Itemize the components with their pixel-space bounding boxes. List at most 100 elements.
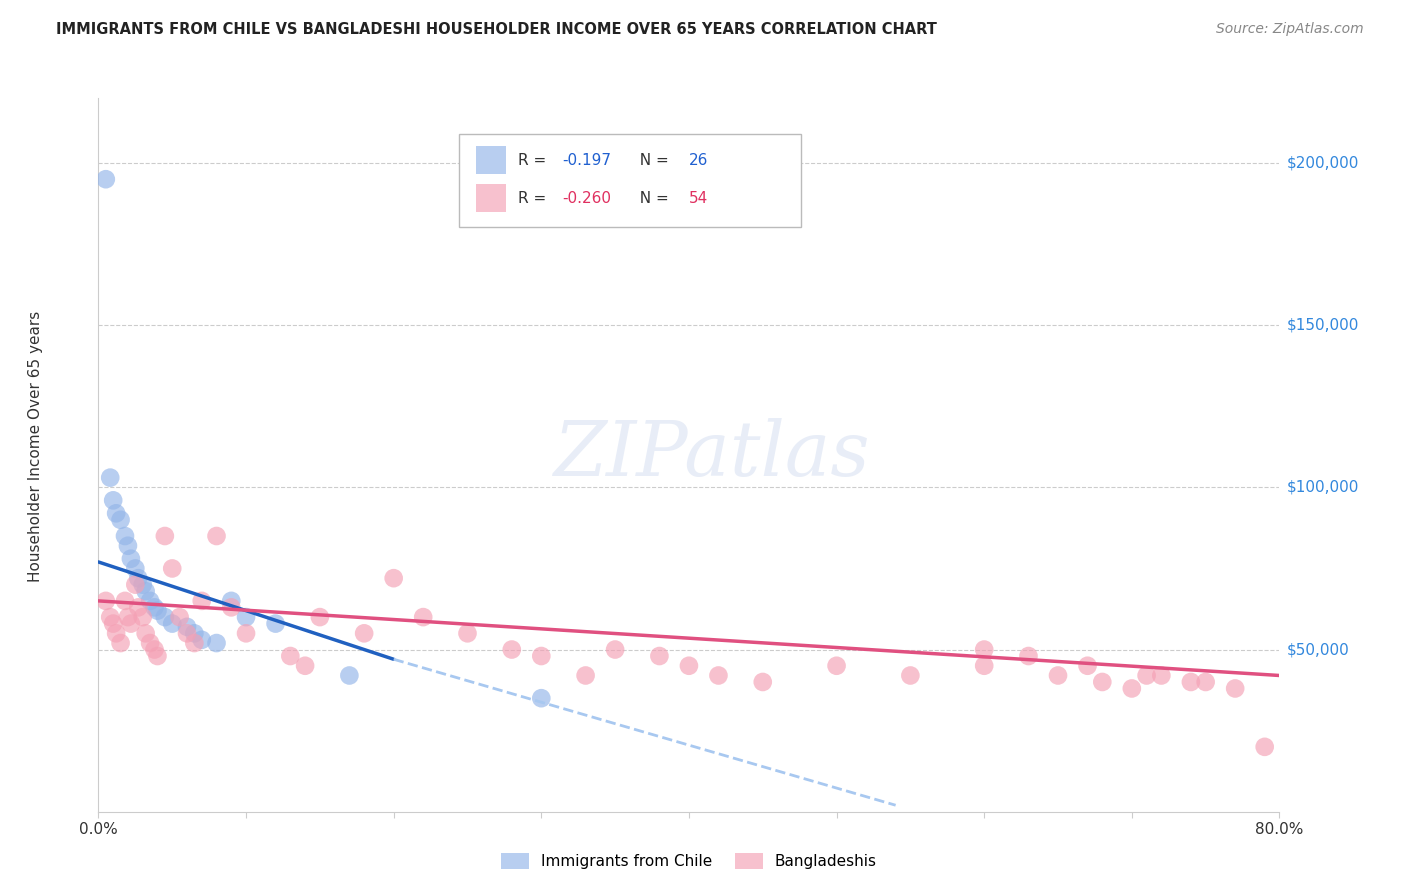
Text: $100,000: $100,000 [1286, 480, 1358, 495]
Point [337, 668, 360, 682]
Point [191, 594, 214, 608]
Point [127, 571, 149, 585]
Point [1091, 675, 1114, 690]
Point [183, 626, 205, 640]
Text: 26: 26 [689, 153, 709, 168]
Point [1150, 668, 1173, 682]
Point [94, 594, 117, 608]
Point [973, 658, 995, 673]
Point [103, 616, 125, 631]
Point [127, 600, 149, 615]
Point [176, 626, 198, 640]
Text: Source: ZipAtlas.com: Source: ZipAtlas.com [1216, 22, 1364, 37]
Point [114, 594, 136, 608]
Point [205, 529, 228, 543]
Text: Householder Income Over 65 years: Householder Income Over 65 years [28, 310, 42, 582]
Point [309, 610, 332, 624]
Point [98, 470, 121, 484]
Point [1046, 668, 1069, 682]
Point [124, 561, 146, 575]
Point [235, 626, 257, 640]
Point [264, 616, 287, 631]
Point [183, 636, 205, 650]
Point [1121, 681, 1143, 696]
Point [574, 668, 596, 682]
Point [530, 691, 553, 706]
Point [153, 529, 176, 543]
Point [501, 642, 523, 657]
Point [235, 610, 257, 624]
Point [143, 642, 166, 657]
Point [153, 610, 176, 624]
Point [678, 658, 700, 673]
Point [169, 610, 191, 624]
Point [278, 648, 302, 663]
Point [219, 594, 242, 608]
FancyBboxPatch shape [458, 134, 801, 227]
Text: R =: R = [517, 153, 551, 168]
Point [146, 648, 169, 663]
Point [139, 594, 162, 608]
Point [205, 636, 228, 650]
Point [751, 675, 773, 690]
Point [1223, 681, 1246, 696]
Point [900, 668, 922, 682]
Point [110, 636, 132, 650]
Point [103, 493, 125, 508]
Point [114, 529, 136, 543]
Point [143, 600, 166, 615]
Text: IMMIGRANTS FROM CHILE VS BANGLADESHI HOUSEHOLDER INCOME OVER 65 YEARS CORRELATIO: IMMIGRANTS FROM CHILE VS BANGLADESHI HOU… [56, 22, 938, 37]
Point [382, 571, 405, 585]
Text: $150,000: $150,000 [1286, 318, 1358, 333]
Point [176, 620, 198, 634]
Point [120, 551, 142, 566]
Point [1180, 675, 1202, 690]
Point [117, 610, 139, 624]
Text: -0.260: -0.260 [562, 191, 612, 205]
Point [353, 626, 375, 640]
Point [456, 626, 478, 640]
Bar [477, 184, 506, 212]
Text: 54: 54 [689, 191, 709, 205]
Point [1077, 658, 1099, 673]
Text: -0.197: -0.197 [562, 153, 612, 168]
Point [530, 648, 553, 663]
Text: R =: R = [517, 191, 551, 205]
Text: $50,000: $50,000 [1286, 642, 1350, 657]
Point [117, 539, 139, 553]
Point [707, 668, 730, 682]
Point [162, 561, 183, 575]
Point [105, 626, 128, 640]
Point [94, 172, 117, 186]
Point [135, 626, 157, 640]
Point [1017, 648, 1039, 663]
Point [135, 584, 157, 599]
Point [132, 577, 155, 591]
Point [1195, 675, 1218, 690]
Point [132, 610, 155, 624]
Point [648, 648, 671, 663]
Point [191, 632, 214, 647]
Point [120, 616, 142, 631]
Point [825, 658, 848, 673]
Point [98, 610, 121, 624]
Point [139, 636, 162, 650]
Point [146, 604, 169, 618]
Point [1254, 739, 1277, 754]
Text: $200,000: $200,000 [1286, 155, 1358, 170]
Point [124, 577, 146, 591]
Text: N =: N = [630, 153, 673, 168]
Legend: Immigrants from Chile, Bangladeshis: Immigrants from Chile, Bangladeshis [495, 847, 883, 875]
Text: N =: N = [630, 191, 673, 205]
Point [412, 610, 434, 624]
Point [973, 642, 995, 657]
Point [219, 600, 242, 615]
Point [605, 642, 627, 657]
Text: ZIPatlas: ZIPatlas [554, 418, 870, 491]
Point [105, 506, 128, 520]
Point [110, 513, 132, 527]
Bar [477, 146, 506, 175]
Point [162, 616, 183, 631]
Point [294, 658, 316, 673]
Point [1135, 668, 1157, 682]
